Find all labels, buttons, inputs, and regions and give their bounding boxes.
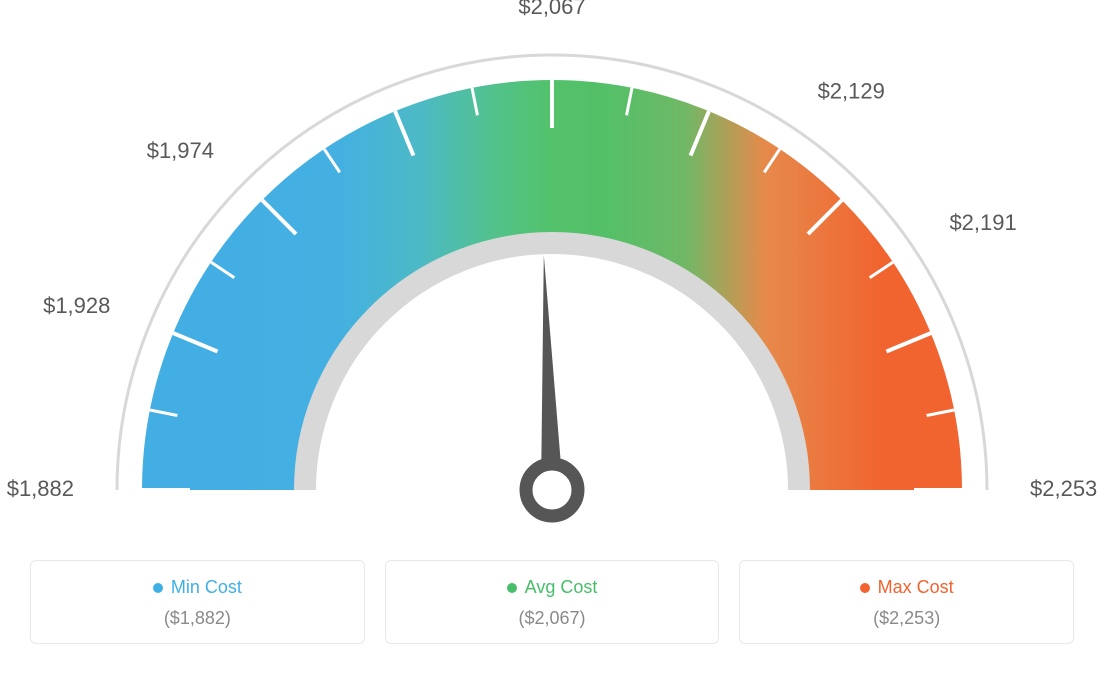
dot-max-icon [860,583,870,593]
legend-min-value: ($1,882) [41,608,354,629]
dot-min-icon [153,583,163,593]
legend-max-label: Max Cost [878,577,954,598]
svg-text:$2,129: $2,129 [818,78,885,103]
legend-avg: Avg Cost ($2,067) [385,560,720,644]
svg-text:$2,067: $2,067 [518,0,585,19]
svg-text:$1,974: $1,974 [147,138,214,163]
legend-avg-label: Avg Cost [525,577,598,598]
legend-min-label: Min Cost [171,577,242,598]
legend-max-title: Max Cost [750,577,1063,598]
legend-max: Max Cost ($2,253) [739,560,1074,644]
svg-text:$1,928: $1,928 [43,293,110,318]
gauge-svg: $1,882 $1,928 $1,974 $2,067 $2,129 $2,191 $2,2… [0,0,1104,560]
legend-row: Min Cost ($1,882) Avg Cost ($2,067) Max … [20,560,1084,644]
svg-text:$2,191: $2,191 [949,210,1016,235]
legend-avg-value: ($2,067) [396,608,709,629]
svg-text:$2,253: $2,253 [1030,476,1097,501]
dot-avg-icon [507,583,517,593]
svg-text:$1,882: $1,882 [7,476,74,501]
gauge-chart: $1,882 $1,928 $1,974 $2,067 $2,129 $2,191 $2,2… [0,0,1104,560]
legend-avg-title: Avg Cost [396,577,709,598]
legend-min-title: Min Cost [41,577,354,598]
legend-max-value: ($2,253) [750,608,1063,629]
legend-min: Min Cost ($1,882) [30,560,365,644]
